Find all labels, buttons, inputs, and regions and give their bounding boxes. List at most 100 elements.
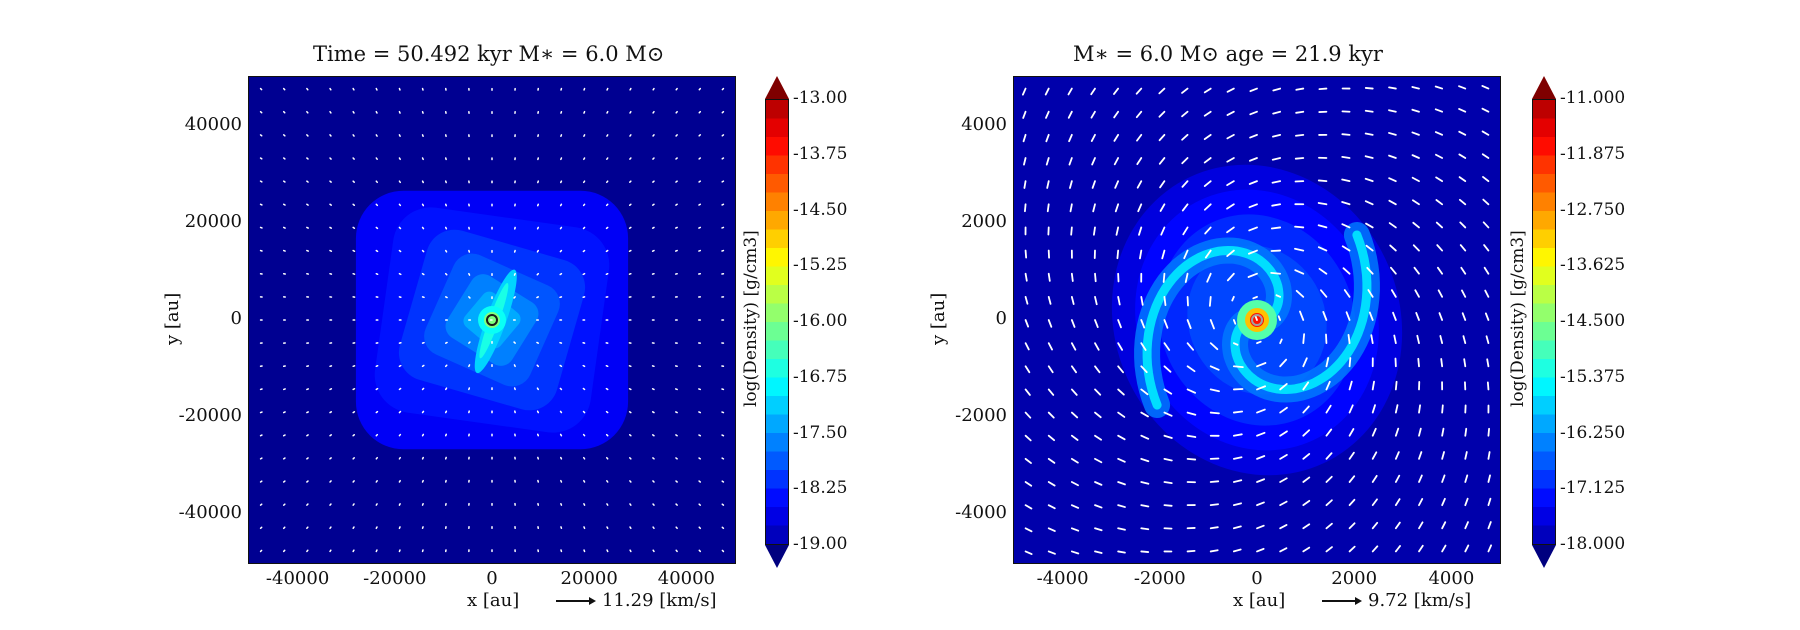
velocity-vector bbox=[1069, 203, 1073, 213]
y-axis-label-left: y [au] bbox=[162, 292, 183, 345]
velocity-vector bbox=[1441, 497, 1446, 507]
velocity-vector bbox=[329, 480, 332, 483]
velocity-vector bbox=[1463, 358, 1467, 368]
velocity-vector bbox=[1163, 411, 1173, 417]
velocity-vector bbox=[1484, 312, 1490, 321]
velocity-vector bbox=[1418, 498, 1424, 507]
velocity-vector bbox=[1256, 547, 1265, 553]
velocity-vector bbox=[259, 134, 263, 137]
velocity-vector bbox=[1436, 244, 1444, 252]
velocity-vector bbox=[1279, 430, 1288, 437]
velocity-vector bbox=[1140, 504, 1150, 508]
velocity-vector bbox=[398, 364, 402, 368]
velocity-vector bbox=[306, 549, 309, 553]
velocity-vector bbox=[1046, 203, 1050, 213]
velocity-vector bbox=[721, 203, 725, 206]
y-tick-label: 0 bbox=[995, 308, 1007, 329]
velocity-vector bbox=[583, 549, 586, 553]
velocity-vector bbox=[1441, 451, 1445, 460]
velocity-vector bbox=[1232, 479, 1243, 483]
velocity-vector bbox=[1279, 453, 1288, 460]
velocity-vector bbox=[513, 272, 516, 276]
velocity-vector bbox=[1117, 527, 1126, 531]
velocity-vector bbox=[1302, 429, 1311, 437]
velocity-vector bbox=[1090, 133, 1096, 142]
velocity-vector bbox=[675, 480, 678, 483]
colorbar-tick-label: -17.125 bbox=[1560, 478, 1626, 499]
velocity-vector bbox=[1181, 180, 1189, 188]
velocity-vector bbox=[1302, 476, 1311, 483]
velocity-vector bbox=[721, 434, 725, 437]
velocity-vector bbox=[1136, 157, 1143, 166]
velocity-vector bbox=[1067, 110, 1073, 119]
velocity-vector bbox=[1117, 504, 1126, 508]
velocity-vector bbox=[259, 526, 263, 530]
velocity-vector bbox=[468, 341, 471, 344]
velocity-vector bbox=[1163, 434, 1173, 439]
velocity-vector bbox=[1231, 295, 1235, 302]
velocity-vector bbox=[1459, 244, 1467, 252]
velocity-vector bbox=[1023, 157, 1027, 166]
velocity-vector bbox=[1341, 178, 1351, 183]
velocity-vector bbox=[1464, 544, 1470, 553]
velocity-vector bbox=[375, 526, 378, 530]
velocity-vector bbox=[1388, 86, 1397, 90]
velocity-vector bbox=[329, 503, 332, 506]
velocity-vector bbox=[1094, 365, 1101, 374]
velocity-vector bbox=[1186, 411, 1197, 416]
velocity-vector bbox=[282, 180, 286, 183]
velocity-vector bbox=[675, 526, 678, 530]
velocity-vector bbox=[1070, 550, 1080, 555]
velocity-vector bbox=[1481, 84, 1490, 90]
x-tick-label: -40000 bbox=[265, 568, 330, 589]
velocity-vector bbox=[560, 456, 563, 460]
velocity-vector bbox=[1317, 202, 1328, 206]
velocity-vector bbox=[1047, 295, 1052, 305]
velocity-vector bbox=[1412, 244, 1420, 252]
velocity-vector bbox=[721, 457, 725, 460]
velocity-vector bbox=[421, 226, 425, 230]
velocity-vector bbox=[1163, 295, 1167, 307]
velocity-vector bbox=[1325, 546, 1333, 553]
velocity-vector bbox=[606, 480, 609, 483]
velocity-vector bbox=[375, 226, 379, 230]
density-plot-right bbox=[1013, 76, 1501, 564]
velocity-vector bbox=[1161, 249, 1166, 260]
velocity-vector bbox=[1226, 203, 1235, 210]
velocity-vector bbox=[1348, 522, 1356, 530]
velocity-vector bbox=[421, 479, 424, 483]
velocity-vector bbox=[582, 272, 586, 276]
velocity-vector bbox=[1295, 133, 1305, 137]
y-tick-label: 20000 bbox=[184, 210, 242, 232]
velocity-vector bbox=[1461, 312, 1467, 321]
velocity-vector bbox=[1163, 481, 1173, 484]
velocity-vector bbox=[651, 411, 655, 414]
velocity-vector bbox=[652, 134, 655, 137]
velocity-vector bbox=[1248, 157, 1258, 162]
velocity-vector bbox=[352, 203, 356, 206]
velocity-vector bbox=[1094, 434, 1103, 441]
velocity-vector bbox=[1186, 549, 1196, 553]
velocity-vector bbox=[282, 203, 286, 206]
velocity-vector bbox=[1070, 319, 1076, 328]
velocity-vector bbox=[1140, 434, 1150, 440]
velocity-vector bbox=[282, 226, 286, 229]
velocity-vector bbox=[1226, 226, 1235, 234]
velocity-vector bbox=[1117, 481, 1126, 486]
velocity-vector bbox=[1094, 319, 1099, 329]
velocity-vector bbox=[1090, 87, 1096, 96]
velocity-vector bbox=[1181, 87, 1189, 94]
velocity-vector bbox=[259, 110, 263, 114]
velocity-vector bbox=[375, 364, 379, 368]
velocity-vector bbox=[1047, 319, 1053, 328]
velocity-vector bbox=[1140, 342, 1147, 351]
velocity-vector bbox=[1209, 388, 1220, 393]
velocity-vector bbox=[1209, 365, 1220, 371]
velocity-vector bbox=[628, 434, 632, 437]
velocity-vector bbox=[1343, 289, 1351, 298]
velocity-vector bbox=[559, 364, 563, 368]
velocity-vector bbox=[1162, 272, 1166, 283]
velocity-vector bbox=[721, 503, 725, 506]
velocity-vector bbox=[675, 503, 678, 506]
velocity-vector bbox=[1367, 289, 1374, 298]
